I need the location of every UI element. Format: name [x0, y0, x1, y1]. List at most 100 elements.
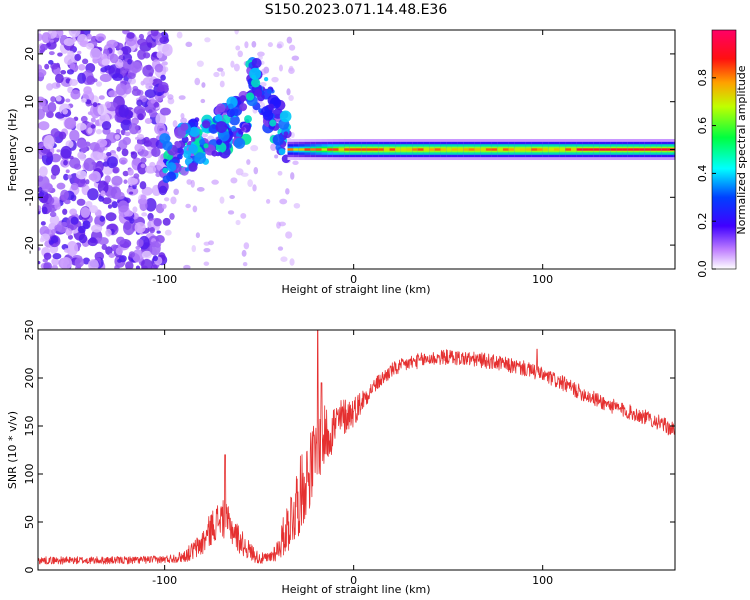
heatmap-cell — [208, 240, 214, 246]
heatmap-cell — [80, 115, 88, 123]
heatmap-cell — [121, 148, 129, 157]
heatmap-cell — [189, 126, 200, 138]
heatmap-cell — [230, 125, 237, 132]
heatmap-cell — [559, 148, 566, 151]
heatmap-cell — [88, 173, 98, 181]
heatmap-cell — [65, 98, 71, 103]
heatmap-cell — [451, 148, 459, 151]
heatmap-cell — [63, 173, 69, 181]
heatmap-cell — [406, 148, 413, 151]
heatmap-cell — [43, 252, 52, 260]
colorbar-gradient — [712, 30, 736, 269]
heatmap-cell — [73, 163, 82, 170]
heatmap-cell — [213, 71, 220, 78]
heatmap-cell — [192, 205, 198, 213]
heatmap-cell — [111, 201, 118, 209]
x-tick-label: 0 — [350, 574, 357, 587]
heatmap-cell — [126, 32, 135, 39]
heatmap-cell — [122, 170, 129, 177]
heatmap-cell — [338, 148, 345, 151]
heatmap-cell — [196, 60, 204, 67]
heatmap-cell — [61, 221, 68, 228]
heatmap-cell — [63, 159, 68, 166]
heatmap-cell — [234, 108, 239, 114]
heatmap-cell — [310, 148, 317, 151]
heatmap-cell — [128, 251, 135, 258]
heatmap-cell — [199, 138, 206, 146]
heatmap-cell — [116, 236, 125, 245]
heatmap-cell — [115, 247, 124, 256]
y-tick-label: -10 — [23, 188, 36, 206]
heatmap-cell — [46, 111, 54, 119]
heatmap-cell — [271, 76, 279, 83]
heatmap-cell — [105, 228, 112, 237]
heatmap-cell — [218, 151, 223, 156]
heatmap-cell — [162, 175, 171, 183]
heatmap-cell — [278, 64, 283, 72]
heatmap-cell — [122, 69, 127, 74]
heatmap-cell — [42, 182, 53, 193]
figure-title: S150.2023.071.14.48.E36 — [265, 2, 448, 18]
heatmap-cell — [106, 152, 112, 157]
heatmap-cell — [508, 148, 515, 151]
heatmap-cell — [161, 203, 167, 209]
heatmap-cell — [276, 221, 281, 229]
heatmap-cell — [50, 62, 59, 70]
heatmap-cell — [188, 144, 199, 154]
heatmap-cell — [270, 143, 277, 152]
heatmap-cell — [142, 76, 154, 86]
heatmap-cell — [173, 188, 179, 196]
heatmap-cell — [293, 148, 300, 151]
heatmap-cell — [135, 265, 141, 269]
heatmap-cell — [70, 89, 81, 100]
heatmap-cell — [241, 249, 247, 257]
heatmap-cell — [235, 45, 241, 51]
heatmap-cell — [277, 246, 284, 251]
heatmap-cell — [104, 175, 111, 183]
heatmap-cell — [60, 145, 72, 159]
heatmap-cell — [378, 148, 385, 151]
heatmap-cell — [117, 49, 123, 56]
heatmap-cell — [593, 148, 600, 151]
heatmap-cell — [287, 148, 294, 151]
heatmap-cell — [108, 252, 115, 259]
heatmap-cell — [39, 166, 48, 177]
colorbar-tick-label: 0.2 — [696, 212, 709, 230]
heatmap-cell — [423, 148, 430, 151]
heatmap-cell — [135, 136, 140, 140]
heatmap-cell — [101, 58, 110, 66]
heatmap-cell — [203, 261, 210, 266]
heatmap-cell — [115, 191, 125, 200]
heatmap-cell — [87, 188, 99, 201]
heatmap-cell — [78, 233, 88, 244]
colorbar-tick-label: 0.8 — [696, 69, 709, 87]
heatmap-cell — [344, 148, 351, 151]
heatmap-cell — [38, 186, 43, 193]
heatmap-cell — [355, 148, 362, 151]
heatmap-cell — [599, 148, 606, 151]
heatmap-cell — [220, 70, 226, 77]
snr-panel: -100 0 100 0 50 100 150 200 250 Height of straig… — [6, 320, 676, 596]
heatmap-cell — [267, 88, 272, 94]
heatmap-cell — [54, 224, 63, 232]
heatmap-cell — [181, 136, 189, 144]
heatmap-cell — [132, 206, 138, 213]
heatmap-cell — [190, 179, 195, 188]
heatmap-cell — [156, 51, 163, 59]
heatmap-cell — [166, 162, 177, 172]
heatmap-cell — [514, 148, 521, 151]
heatmap-cell — [142, 64, 154, 77]
heatmap-cell — [267, 42, 273, 48]
heatmap-cell — [87, 127, 93, 134]
heatmap-cell — [143, 136, 150, 144]
heatmap-cell — [140, 163, 146, 169]
heatmap-cell — [289, 258, 295, 266]
heatmap-cell — [153, 218, 162, 227]
heatmap-cell — [278, 148, 286, 155]
heatmap-cell — [327, 148, 334, 151]
heatmap-cell — [502, 148, 510, 151]
heatmap-cell — [233, 137, 246, 149]
heatmap-cell — [661, 148, 669, 151]
heatmap-cell — [216, 103, 226, 113]
